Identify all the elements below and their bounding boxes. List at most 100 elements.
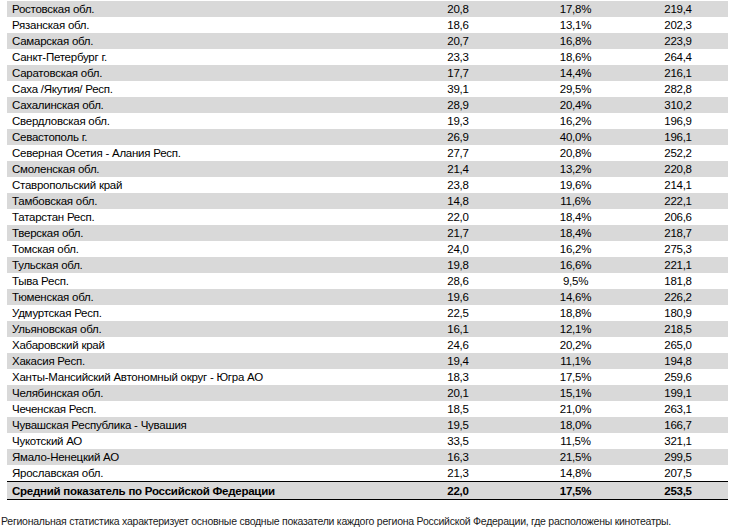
table-row: Тюменская обл. 19,6 14,6% 226,2 bbox=[7, 289, 728, 305]
region-name-cell: Татарстан Респ. bbox=[7, 209, 393, 225]
value-col2-cell: 14,6% bbox=[523, 289, 628, 305]
table-row: Северная Осетия - Алания Респ. 27,7 20,8… bbox=[7, 145, 728, 161]
value-col1-cell: 28,9 bbox=[393, 97, 523, 113]
value-col1-cell: 23,3 bbox=[393, 49, 523, 65]
region-name-cell: Тыва Респ. bbox=[7, 273, 393, 289]
table-row: Ставропольский край 23,8 19,6% 214,1 bbox=[7, 177, 728, 193]
value-col1-cell: 28,6 bbox=[393, 273, 523, 289]
region-name-cell: Ставропольский край bbox=[7, 177, 393, 193]
value-col3-cell: 275,3 bbox=[628, 241, 728, 257]
table-row: Тыва Респ. 28,6 9,5% 181,8 bbox=[7, 273, 728, 289]
table-row: Санкт-Петербург г. 23,3 18,6% 264,4 bbox=[7, 49, 728, 65]
value-col3-cell: 259,6 bbox=[628, 369, 728, 385]
value-col3-cell: 219,4 bbox=[628, 1, 728, 17]
region-name-cell: Сахалинская обл. bbox=[7, 97, 393, 113]
table-row: Ямало-Ненецкий АО 16,3 21,5% 299,5 bbox=[7, 449, 728, 465]
value-col2-cell: 18,4% bbox=[523, 225, 628, 241]
region-name-cell: Ульяновская обл. bbox=[7, 321, 393, 337]
value-col2-cell: 16,8% bbox=[523, 33, 628, 49]
table-row: Хакасия Респ. 19,4 11,1% 194,8 bbox=[7, 353, 728, 369]
table-row: Удмуртская Респ. 22,5 18,8% 180,9 bbox=[7, 305, 728, 321]
table-row: Сахалинская обл. 28,9 20,4% 310,2 bbox=[7, 97, 728, 113]
region-name-cell: Ямало-Ненецкий АО bbox=[7, 449, 393, 465]
region-name-cell: Северная Осетия - Алания Респ. bbox=[7, 145, 393, 161]
value-col3-cell: 221,1 bbox=[628, 257, 728, 273]
value-col2-cell: 16,2% bbox=[523, 113, 628, 129]
value-col1-cell: 22,0 bbox=[393, 209, 523, 225]
table-row: Тамбовская обл. 14,8 11,6% 222,1 bbox=[7, 193, 728, 209]
region-name-cell: Ханты-Мансийский Автономный округ - Югра… bbox=[7, 369, 393, 385]
table-row: Севастополь г. 26,9 40,0% 196,1 bbox=[7, 129, 728, 145]
value-col1-cell: 22,5 bbox=[393, 305, 523, 321]
value-col2-cell: 13,1% bbox=[523, 17, 628, 33]
value-col1-cell: 19,3 bbox=[393, 113, 523, 129]
value-col2-cell: 18,6% bbox=[523, 49, 628, 65]
value-col1-cell: 20,8 bbox=[393, 1, 523, 17]
region-name-cell: Чукотский АО bbox=[7, 433, 393, 449]
region-name-cell: Удмуртская Респ. bbox=[7, 305, 393, 321]
table-row: Чувашская Республика - Чувашия 19,5 18,0… bbox=[7, 417, 728, 433]
value-col3-cell: 310,2 bbox=[628, 97, 728, 113]
value-col2-cell: 18,4% bbox=[523, 209, 628, 225]
value-col2-cell: 12,1% bbox=[523, 321, 628, 337]
table-row-summary: Средний показатель по Российской Федерац… bbox=[7, 481, 728, 500]
table-row: Саха /Якутия/ Респ. 39,1 29,5% 282,8 bbox=[7, 81, 728, 97]
region-name-cell: Томская обл. bbox=[7, 241, 393, 257]
value-col2-cell: 9,5% bbox=[523, 273, 628, 289]
table-row: Рязанская обл. 18,6 13,1% 202,3 bbox=[7, 17, 728, 33]
region-name-cell: Самарская обл. bbox=[7, 33, 393, 49]
value-col1-cell: 19,4 bbox=[393, 353, 523, 369]
value-col3-cell: 166,7 bbox=[628, 417, 728, 433]
value-col3-cell: 206,6 bbox=[628, 209, 728, 225]
value-col3-cell: 180,9 bbox=[628, 305, 728, 321]
value-col3-cell: 253,5 bbox=[628, 483, 728, 499]
table-row: Хабаровский край 24,6 20,2% 265,0 bbox=[7, 337, 728, 353]
region-name-cell: Хакасия Респ. bbox=[7, 353, 393, 369]
value-col1-cell: 22,0 bbox=[393, 483, 523, 499]
value-col1-cell: 21,3 bbox=[393, 465, 523, 481]
value-col1-cell: 16,1 bbox=[393, 321, 523, 337]
value-col1-cell: 21,7 bbox=[393, 225, 523, 241]
value-col2-cell: 15,1% bbox=[523, 385, 628, 401]
document-page: Ростовская обл. 20,8 17,8% 219,4 Рязанск… bbox=[0, 0, 733, 531]
footnote-text: Региональная статистика характеризует ос… bbox=[1, 515, 721, 527]
region-name-cell: Тульская обл. bbox=[7, 257, 393, 273]
table-row: Ярославская обл. 21,3 14,8% 207,5 bbox=[7, 465, 728, 481]
value-col2-cell: 21,0% bbox=[523, 401, 628, 417]
value-col2-cell: 13,2% bbox=[523, 161, 628, 177]
table-row: Чеченская Респ. 18,5 21,0% 263,1 bbox=[7, 401, 728, 417]
value-col1-cell: 39,1 bbox=[393, 81, 523, 97]
value-col2-cell: 29,5% bbox=[523, 81, 628, 97]
region-name-cell: Севастополь г. bbox=[7, 129, 393, 145]
region-name-cell: Ростовская обл. bbox=[7, 1, 393, 17]
value-col2-cell: 11,6% bbox=[523, 193, 628, 209]
region-name-cell: Челябинская обл. bbox=[7, 385, 393, 401]
value-col2-cell: 17,5% bbox=[523, 369, 628, 385]
value-col3-cell: 199,1 bbox=[628, 385, 728, 401]
value-col1-cell: 17,7 bbox=[393, 65, 523, 81]
value-col1-cell: 14,8 bbox=[393, 193, 523, 209]
value-col2-cell: 40,0% bbox=[523, 129, 628, 145]
value-col3-cell: 321,1 bbox=[628, 433, 728, 449]
region-name-cell: Хабаровский край bbox=[7, 337, 393, 353]
value-col2-cell: 18,0% bbox=[523, 417, 628, 433]
value-col3-cell: 218,7 bbox=[628, 225, 728, 241]
value-col3-cell: 202,3 bbox=[628, 17, 728, 33]
table-row: Томская обл. 24,0 16,2% 275,3 bbox=[7, 241, 728, 257]
value-col3-cell: 220,8 bbox=[628, 161, 728, 177]
table-row: Чукотский АО 33,5 11,5% 321,1 bbox=[7, 433, 728, 449]
value-col3-cell: 216,1 bbox=[628, 65, 728, 81]
value-col3-cell: 222,1 bbox=[628, 193, 728, 209]
region-name-cell: Тверская обл. bbox=[7, 225, 393, 241]
region-name-cell: Чувашская Республика - Чувашия bbox=[7, 417, 393, 433]
value-col1-cell: 20,7 bbox=[393, 33, 523, 49]
value-col3-cell: 194,8 bbox=[628, 353, 728, 369]
value-col1-cell: 19,6 bbox=[393, 289, 523, 305]
regions-statistics-table: Ростовская обл. 20,8 17,8% 219,4 Рязанск… bbox=[7, 1, 728, 500]
value-col1-cell: 26,9 bbox=[393, 129, 523, 145]
value-col3-cell: 226,2 bbox=[628, 289, 728, 305]
value-col1-cell: 19,8 bbox=[393, 257, 523, 273]
value-col3-cell: 263,1 bbox=[628, 401, 728, 417]
value-col1-cell: 18,6 bbox=[393, 17, 523, 33]
value-col1-cell: 18,3 bbox=[393, 369, 523, 385]
